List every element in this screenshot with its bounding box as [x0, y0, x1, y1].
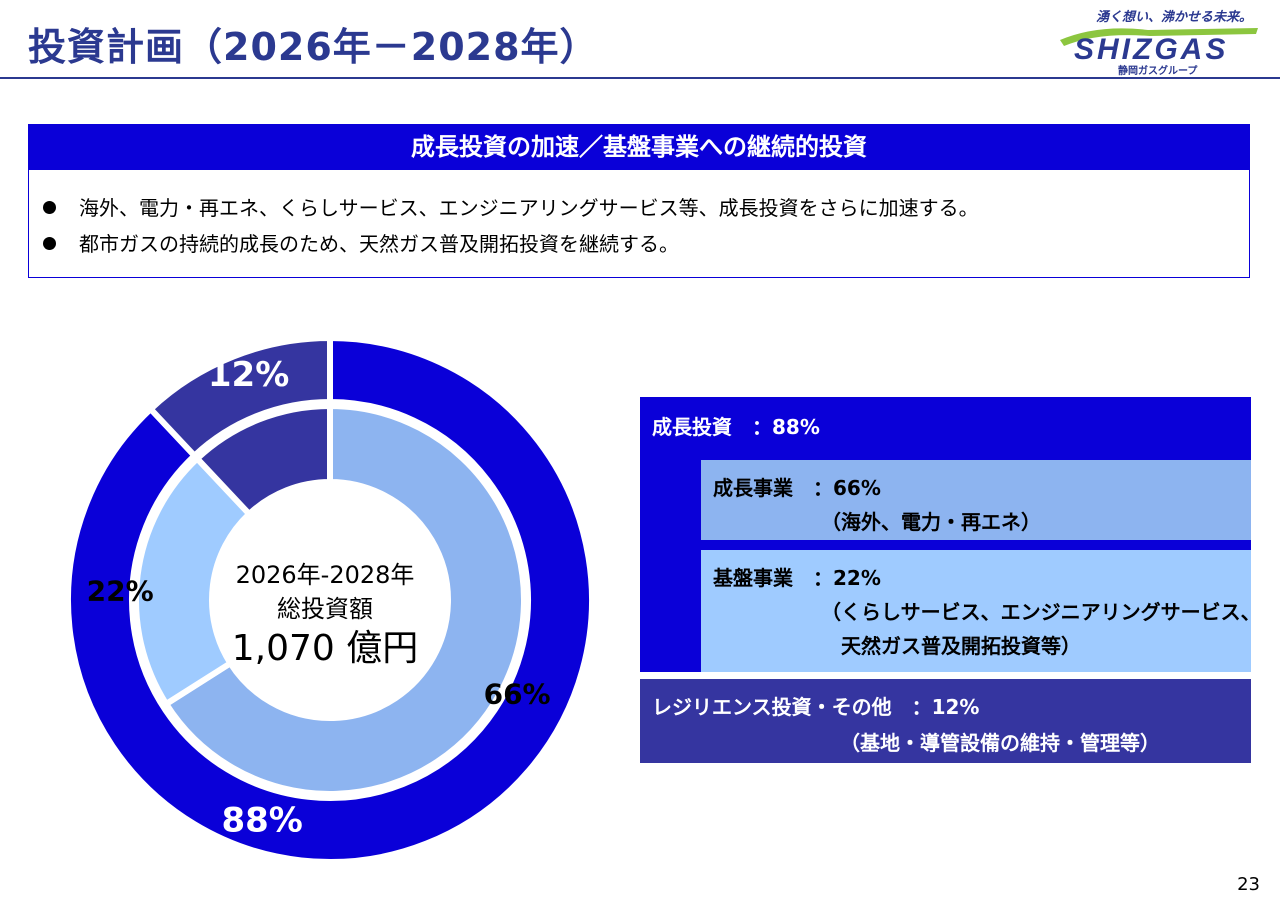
donut-label-inner-0: 66% — [484, 677, 551, 710]
donut-slice-outer-0 — [65, 334, 595, 865]
donut-slice-inner-2 — [192, 402, 333, 519]
company-logo: 湧く想い、沸かせる未来。 SHIZGAS 静岡ガスグループ — [1058, 4, 1268, 77]
legend-growth-investment: 成長投資 ：88% 成長事業 ：66% （海外、電力・再エネ） 基盤事業 ：22… — [640, 397, 1261, 672]
summary-box: 成長投資の加速／基盤事業への継続的投資 海外、電力・再エネ、くらしサービス、エン… — [28, 124, 1250, 278]
investment-donut-chart: 88% 12% 66% 22% — [65, 334, 595, 865]
legend-base-business-title: 基盤事業 ：22% — [713, 566, 881, 590]
center-period: 2026年-2028年 — [235, 561, 415, 589]
title-divider — [0, 77, 1280, 79]
legend-base-business-detail-2: 天然ガス普及開拓投資等） — [841, 634, 1081, 658]
legend-resilience-investment: レジリエンス投資・その他 ：12% （基地・導管設備の維持・管理等） — [640, 679, 1251, 763]
donut-label-inner-1: 22% — [87, 575, 154, 608]
donut-slice-inner-1 — [133, 454, 254, 709]
summary-bullet: 海外、電力・再エネ、くらしサービス、エンジニアリングサービス等、成長投資をさらに… — [29, 190, 1249, 226]
donut-slice-inner-0 — [162, 402, 527, 797]
summary-heading: 成長投資の加速／基盤事業への継続的投資 — [29, 125, 1249, 170]
legend-growth-business-title: 成長事業 ：66% — [713, 476, 881, 500]
center-caption: 総投資額 — [277, 595, 373, 623]
legend-resilience-title: レジリエンス投資・その他 ：12% — [652, 695, 980, 719]
logo-brand-text: SHIZGAS — [1074, 33, 1228, 66]
legend-resilience-detail: （基地・導管設備の維持・管理等） — [840, 731, 1160, 755]
page-number: 23 — [1237, 874, 1260, 895]
donut-slice-outer-1 — [146, 334, 333, 460]
center-total-amount: 1,070 億円 — [231, 628, 419, 669]
donut-label-outer-0: 88% — [221, 800, 302, 840]
shizgas-wordmark-icon: SHIZGAS — [1060, 28, 1258, 66]
logo-tagline: 湧く想い、沸かせる未来。 — [1095, 10, 1252, 25]
legend-growth-business: 成長事業 ：66% （海外、電力・再エネ） — [701, 460, 1251, 540]
legend-base-business-detail: （くらしサービス、エンジニアリングサービス、 — [821, 600, 1261, 624]
legend-growth-business-detail: （海外、電力・再エネ） — [821, 510, 1041, 534]
summary-bullet: 都市ガスの持続的成長のため、天然ガス普及開拓投資を継続する。 — [29, 226, 1249, 262]
legend-base-business: 基盤事業 ：22% （くらしサービス、エンジニアリングサービス、 天然ガス普及開… — [701, 550, 1261, 672]
donut-label-outer-1: 12% — [208, 355, 289, 395]
logo-group-name: 静岡ガスグループ — [1118, 66, 1198, 77]
summary-bullets: 海外、電力・再エネ、くらしサービス、エンジニアリングサービス等、成長投資をさらに… — [29, 190, 1249, 262]
chart-center-label: 2026年-2028年 総投資額 1,070 億円 — [200, 558, 450, 672]
legend-growth-head: 成長投資 ：88% — [652, 415, 820, 439]
page-title: 投資計画（2026年－2028年） — [28, 25, 599, 69]
